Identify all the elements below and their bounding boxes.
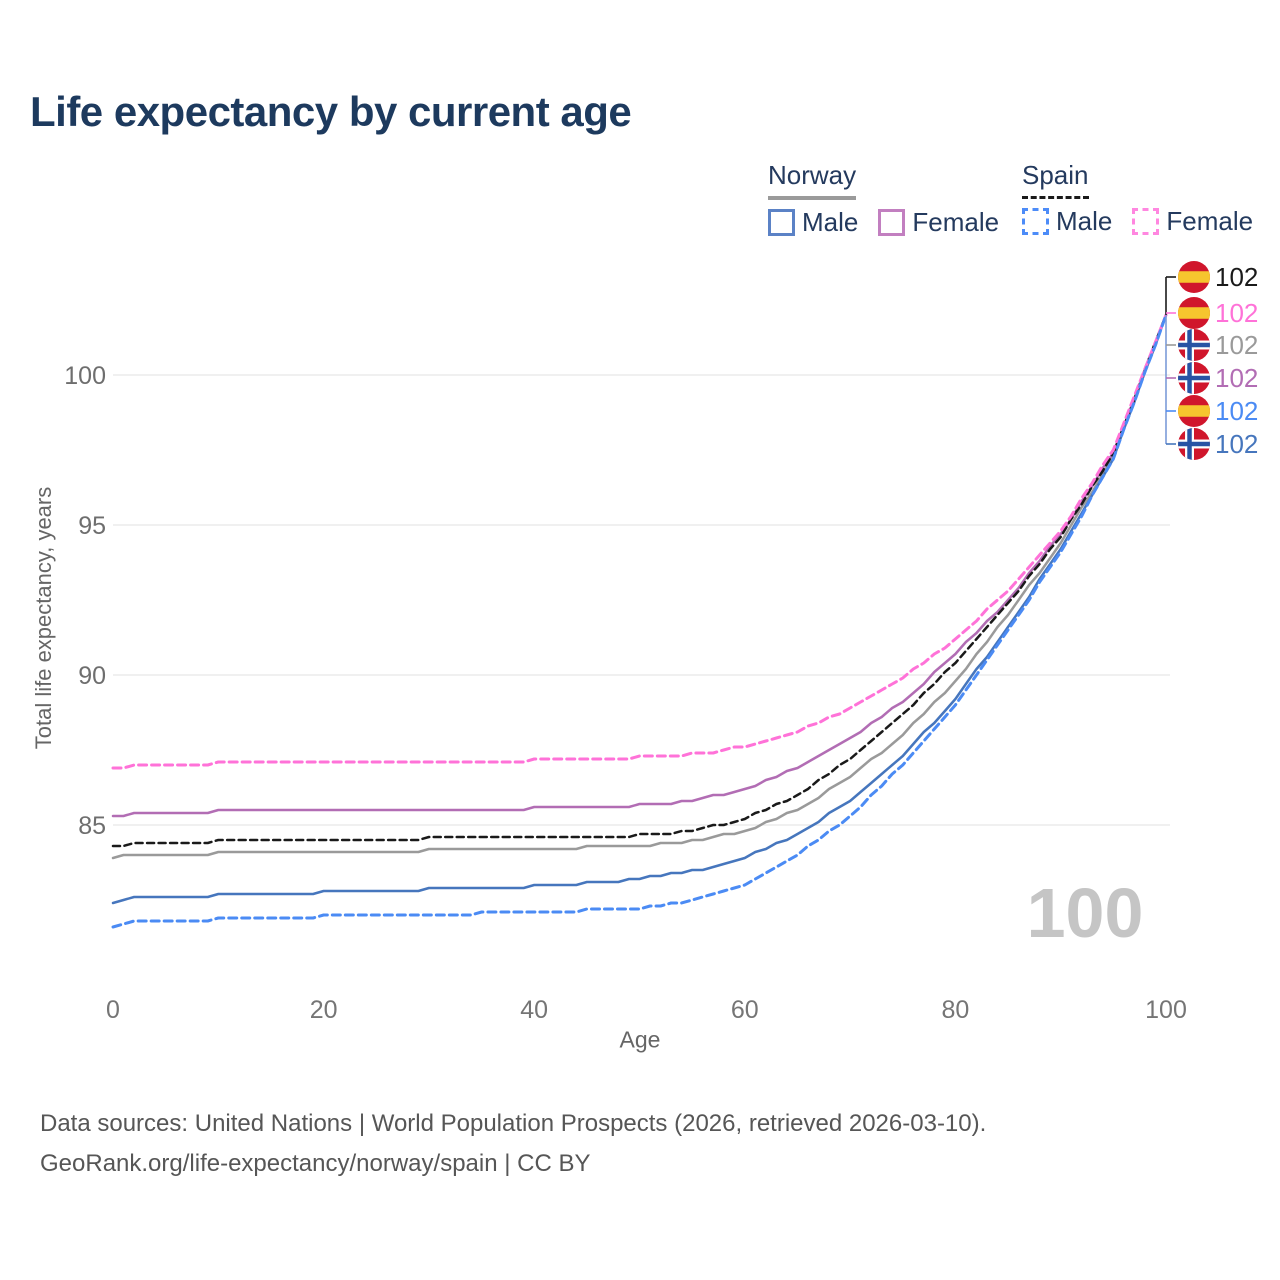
- spain-male-swatch-icon: [1022, 208, 1049, 235]
- series-line-norway[interactable]: [111, 313, 1168, 860]
- y-tick-label: 85: [78, 812, 106, 840]
- footer: Data sources: United Nations | World Pop…: [40, 1104, 986, 1184]
- x-tick-label: 60: [731, 996, 759, 1024]
- legend-group-spain: Spain Male Female: [1022, 160, 1273, 237]
- spain-female-swatch-icon: [1132, 208, 1160, 235]
- end-value-label: 102: [1215, 330, 1258, 360]
- legend-item-norway-female[interactable]: Female: [878, 207, 999, 238]
- series-line-norway-male[interactable]: [111, 313, 1168, 905]
- y-tick-label: 100: [64, 362, 106, 390]
- norway-flag-icon: [1178, 362, 1210, 394]
- x-tick-label: 80: [941, 996, 969, 1024]
- y-tick-label: 90: [78, 662, 106, 690]
- series-line-spain-male[interactable]: [111, 313, 1168, 929]
- norway-female-swatch-icon: [878, 209, 906, 236]
- legend-label-spain-female: Female: [1166, 206, 1254, 236]
- x-tick-label: 100: [1145, 996, 1187, 1024]
- page-title: Life expectancy by current age: [30, 88, 632, 135]
- legend-group-norway: Norway Male Female: [768, 160, 1019, 238]
- x-tick-label: 20: [310, 996, 338, 1024]
- norway-male-swatch-icon: [768, 209, 795, 236]
- end-value-label: 102: [1215, 396, 1258, 426]
- norway-flag-icon: [1178, 428, 1210, 460]
- end-value-label: 102: [1215, 262, 1258, 292]
- footer-data-sources: Data sources: United Nations | World Pop…: [40, 1110, 987, 1137]
- legend-item-spain-female[interactable]: Female: [1132, 206, 1253, 237]
- series-line-spain[interactable]: [111, 313, 1168, 848]
- legend-country-norway[interactable]: Norway: [768, 160, 857, 200]
- end-value-label: 102: [1215, 429, 1258, 459]
- x-tick-label: 40: [520, 996, 548, 1024]
- series-line-spain-female[interactable]: [111, 313, 1168, 770]
- end-value-label: 102: [1215, 363, 1258, 393]
- legend-item-spain-male[interactable]: Male: [1022, 206, 1112, 237]
- spain-flag-icon: [1178, 395, 1210, 427]
- end-value-label: 102: [1215, 298, 1258, 328]
- legend-item-norway-male[interactable]: Male: [768, 207, 858, 238]
- legend-items-spain: Male Female: [1022, 206, 1273, 237]
- series-line-norway-female[interactable]: [111, 313, 1168, 818]
- x-tick-label: 0: [106, 996, 120, 1024]
- legend-label-norway-male: Male: [802, 207, 859, 237]
- legend-label-spain-male: Male: [1056, 206, 1113, 236]
- legend-label-norway-female: Female: [912, 207, 1000, 237]
- y-tick-label: 95: [78, 512, 106, 540]
- chart-legend: Norway Male Female Spain Male: [0, 160, 1280, 250]
- x-axis-title: Age: [619, 1026, 661, 1053]
- legend-items-norway: Male Female: [768, 207, 1019, 238]
- spain-flag-icon: [1178, 297, 1210, 329]
- norway-flag-icon: [1178, 329, 1210, 361]
- age-counter-watermark: 100: [1026, 874, 1144, 952]
- spain-flag-icon: [1178, 261, 1210, 293]
- legend-country-spain[interactable]: Spain: [1022, 160, 1089, 199]
- y-axis-title: Total life expectancy, years: [31, 486, 56, 750]
- footer-attribution: GeoRank.org/life-expectancy/norway/spain…: [40, 1150, 591, 1177]
